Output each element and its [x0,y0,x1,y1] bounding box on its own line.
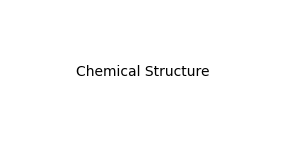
Text: Chemical Structure: Chemical Structure [76,65,210,79]
